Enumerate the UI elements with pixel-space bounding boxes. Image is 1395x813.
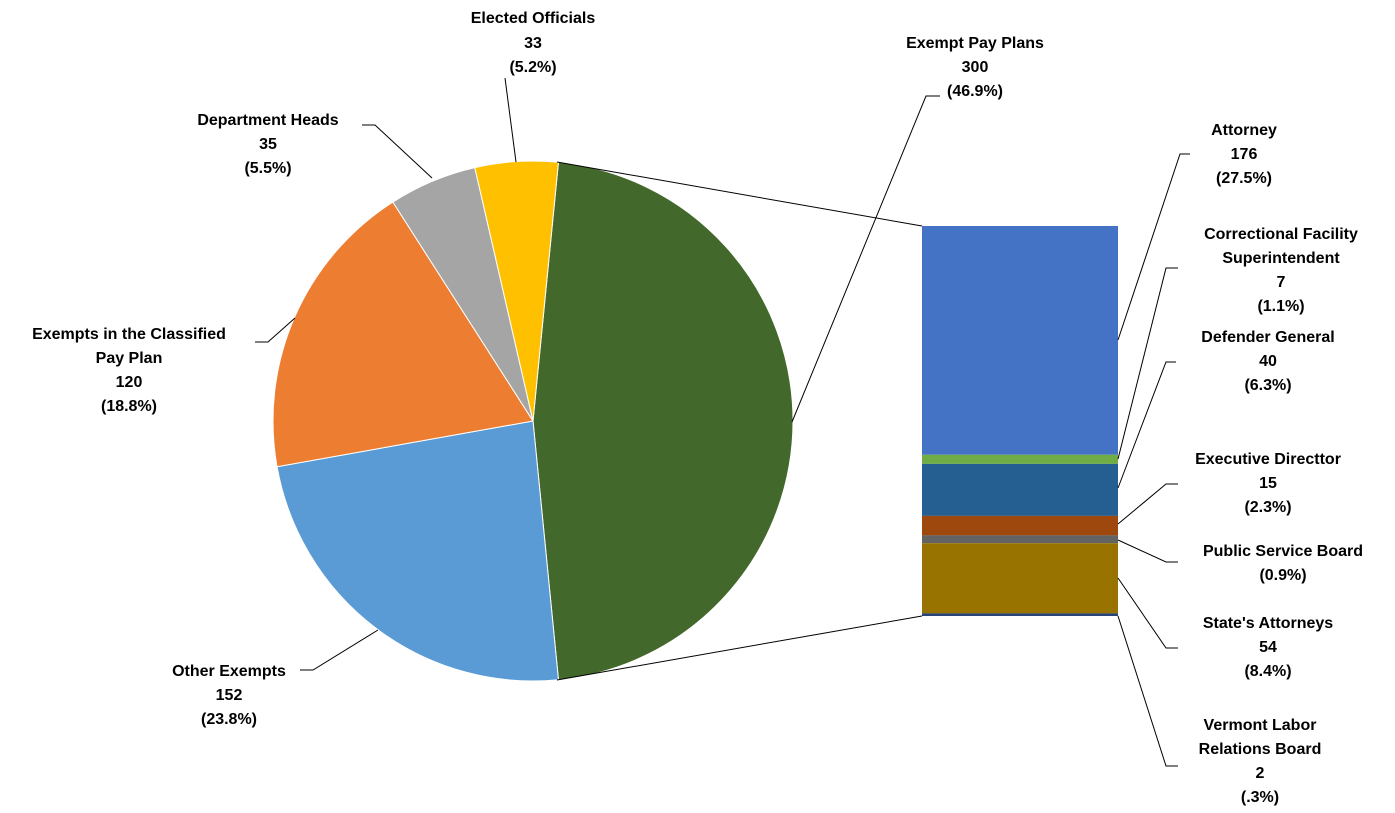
label-exempts-classified-name-1: Exempts in the Classified: [32, 326, 226, 343]
leader-public-service: [1117, 539, 1178, 563]
bar-segment-vermont-labor-relations-board: [922, 613, 1118, 616]
leader-exempt-pay-plans: [791, 95, 940, 423]
label-elected-officials-name: Elected Officials: [471, 10, 596, 27]
label-defender-name: Defender General: [1201, 329, 1334, 346]
label-exempt-pay-plans-pct: (46.9%): [947, 83, 1003, 100]
connector-bottom: [556, 615, 923, 681]
label-department-heads-pct: (5.5%): [244, 160, 291, 177]
breakdown-bar-group: [922, 226, 1118, 616]
label-executive-name: Executive Directtor: [1195, 451, 1341, 468]
label-vermont-name-2: Relations Board: [1199, 741, 1322, 758]
leader-executive: [1117, 483, 1178, 525]
label-correctional-name-2: Superintendent: [1222, 250, 1340, 267]
label-exempt-pay-plans-value: 300: [962, 59, 989, 76]
bar-segment-public-service-board: [922, 535, 1118, 544]
label-exempts-classified-value: 120: [116, 374, 143, 391]
label-defender-value: 40: [1259, 353, 1277, 370]
leader-attorney: [1117, 153, 1190, 341]
label-vermont-pct: (.3%): [1241, 789, 1279, 806]
bar-segment-defender-general: [922, 463, 1118, 516]
leader-exempts-classified: [255, 317, 296, 343]
label-public-service-name: Public Service Board: [1203, 543, 1363, 560]
leader-lines: [255, 77, 1190, 767]
label-attorney-pct: (27.5%): [1216, 170, 1272, 187]
pie-slice-exempt-pay-plans: [532, 161, 794, 681]
label-attorney-value: 176: [1231, 146, 1258, 163]
label-exempts-classified-pct: (18.8%): [101, 398, 157, 415]
leader-other-exempts: [300, 629, 379, 671]
bar-segment-attorney: [922, 226, 1118, 455]
label-states-attorneys-pct: (8.4%): [1244, 663, 1291, 680]
bar-segment-executive-directtor: [922, 515, 1118, 536]
label-department-heads-name: Department Heads: [197, 112, 338, 129]
leader-defender: [1117, 361, 1176, 489]
label-executive-value: 15: [1259, 475, 1277, 492]
leader-vermont: [1117, 615, 1178, 767]
leader-states-attorneys: [1117, 577, 1178, 649]
label-other-exempts-name: Other Exempts: [172, 663, 286, 680]
label-exempts-classified-name-2: Pay Plan: [96, 350, 163, 367]
leader-correctional: [1117, 267, 1178, 460]
label-correctional-pct: (1.1%): [1257, 298, 1304, 315]
label-states-attorneys-value: 54: [1259, 639, 1277, 656]
label-elected-officials-value: 33: [524, 35, 542, 52]
label-exempt-pay-plans-name: Exempt Pay Plans: [906, 35, 1044, 52]
pie-slice-exempts-in-the-classified-pay-plan: [272, 201, 534, 468]
connector-lines: [556, 161, 923, 681]
label-department-heads-value: 35: [259, 136, 277, 153]
label-attorney-name: Attorney: [1211, 122, 1277, 139]
label-elected-officials-pct: (5.2%): [509, 59, 556, 76]
bar-segment-correctional-facility-superintendent: [922, 454, 1118, 464]
label-other-exempts-pct: (23.8%): [201, 711, 257, 728]
leader-department-heads: [362, 124, 433, 179]
connector-top: [556, 161, 923, 227]
bar-segment-state-s-attorneys: [922, 543, 1118, 614]
label-vermont-name-1: Vermont Labor: [1204, 717, 1317, 734]
leader-elected-officials: [504, 77, 517, 163]
pie-slice-other-exempts: [276, 420, 560, 682]
label-other-exempts-value: 152: [216, 687, 243, 704]
label-public-service-pct: (0.9%): [1259, 567, 1306, 584]
label-correctional-name-1: Correctional Facility: [1204, 226, 1358, 243]
label-correctional-value: 7: [1277, 274, 1286, 291]
pie-group: [272, 160, 794, 682]
label-vermont-value: 2: [1256, 765, 1265, 782]
label-defender-pct: (6.3%): [1244, 377, 1291, 394]
label-states-attorneys-name: State's Attorneys: [1203, 615, 1333, 632]
label-executive-pct: (2.3%): [1244, 499, 1291, 516]
